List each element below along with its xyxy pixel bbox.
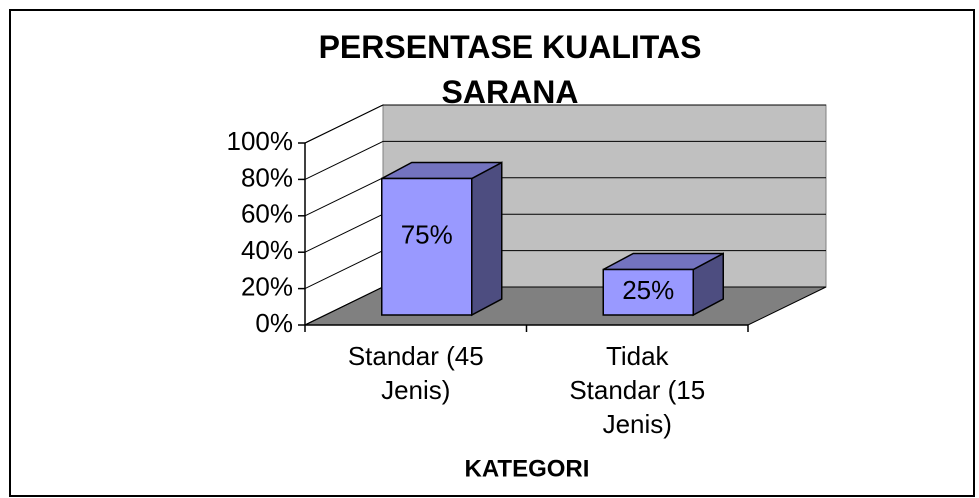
y-tick-label: 40% [241,235,293,265]
bar-front [602,268,694,316]
data-label: 75% [401,220,453,250]
y-tick-label: 60% [241,199,293,229]
bar-front [381,177,473,316]
y-tick-label: 20% [241,271,293,301]
y-tick-label: 100% [227,126,294,156]
bar-side [471,161,503,317]
x-tick-label: Standar (45 Jenis) [348,341,484,405]
bar [602,252,724,317]
x-axis-label: KATEGORI [465,455,590,482]
grid-line [304,140,826,180]
y-tick-label: 80% [241,162,293,192]
x-tick-label: Tidak Standar (15 Jenis) [569,341,705,439]
y-tick-label: 0% [255,308,293,338]
bar [381,161,503,317]
side-wall [304,104,384,326]
grid-line [304,104,826,144]
data-label: 25% [622,275,674,305]
chart-title: PERSENTASE KUALITAS SARANA [319,29,702,110]
